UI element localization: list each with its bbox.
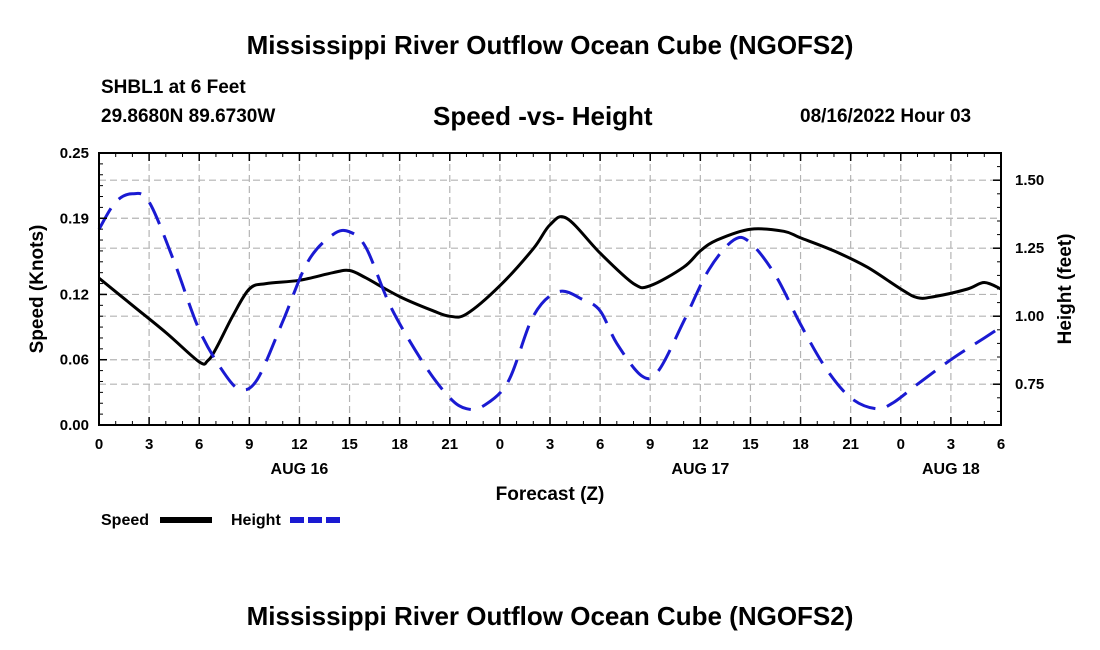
x-tick-label: 0 (897, 436, 905, 453)
x-tick-label: 15 (742, 436, 759, 453)
y2-tick-label: 1.50 (1015, 172, 1044, 189)
main-title: Mississippi River Outflow Ocean Cube (NG… (246, 30, 854, 60)
y-tick-label: 0.12 (60, 286, 89, 303)
x-tick-label: 12 (692, 436, 709, 453)
date-label: AUG 17 (671, 461, 729, 478)
y2-axis-label: Height (feet) (1055, 234, 1076, 345)
x-tick-label: 18 (391, 436, 408, 453)
x-tick-label: 0 (496, 436, 504, 453)
y2-tick-label: 0.75 (1015, 376, 1044, 393)
x-tick-label: 6 (596, 436, 604, 453)
chart-title: Speed -vs- Height (433, 101, 653, 131)
x-tick-label: 15 (341, 436, 358, 453)
y-tick-label: 0.19 (60, 210, 89, 227)
y-tick-label: 0.06 (60, 352, 89, 369)
station-coordinates: 29.8680N 89.6730W (101, 106, 276, 127)
forecast-date: 08/16/2022 Hour 03 (800, 106, 972, 127)
x-tick-label: 21 (842, 436, 859, 453)
series-line-height (97, 191, 1002, 412)
x-axis-label: Forecast (Z) (496, 484, 605, 505)
legend-label-height: Height (231, 512, 281, 529)
x-tick-label: 12 (291, 436, 308, 453)
speed-height-chart: 0 3 6 9 12 15 18 21 0 3 6 9 12 15 18 21 0 3 6 0.00 0.06 0.12 0… (27, 145, 1076, 529)
x-tick-label: 9 (245, 436, 253, 453)
x-tick-label: 18 (792, 436, 809, 453)
bottom-title: Mississippi River Outflow Ocean Cube (NG… (246, 601, 854, 631)
y2-tick-label: 1.25 (1015, 240, 1044, 257)
x-tick-label: 3 (546, 436, 554, 453)
y-axis-label: Speed (Knots) (27, 225, 48, 354)
x-tick-label: 9 (646, 436, 654, 453)
series-lines (97, 191, 1002, 412)
date-label: AUG 18 (922, 461, 980, 478)
x-tick-label: 3 (145, 436, 153, 453)
station-name: SHBL1 at 6 Feet (101, 77, 246, 98)
x-tick-label: 21 (441, 436, 458, 453)
series-line-speed (98, 215, 1002, 366)
y-tick-label: 0.25 (60, 145, 89, 162)
axes: 0 3 6 9 12 15 18 21 0 3 6 9 12 15 18 21 0 3 6 0.00 0.06 0.12 0… (60, 145, 1044, 478)
legend-label-speed: Speed (101, 512, 149, 529)
legend: Speed Height (101, 512, 342, 529)
y2-tick-label: 1.00 (1015, 308, 1044, 325)
y-tick-label: 0.00 (60, 417, 89, 434)
x-tick-label: 0 (95, 436, 103, 453)
x-tick-label: 6 (195, 436, 203, 453)
x-tick-label: 3 (947, 436, 955, 453)
x-tick-label: 6 (997, 436, 1005, 453)
date-label: AUG 16 (271, 461, 329, 478)
